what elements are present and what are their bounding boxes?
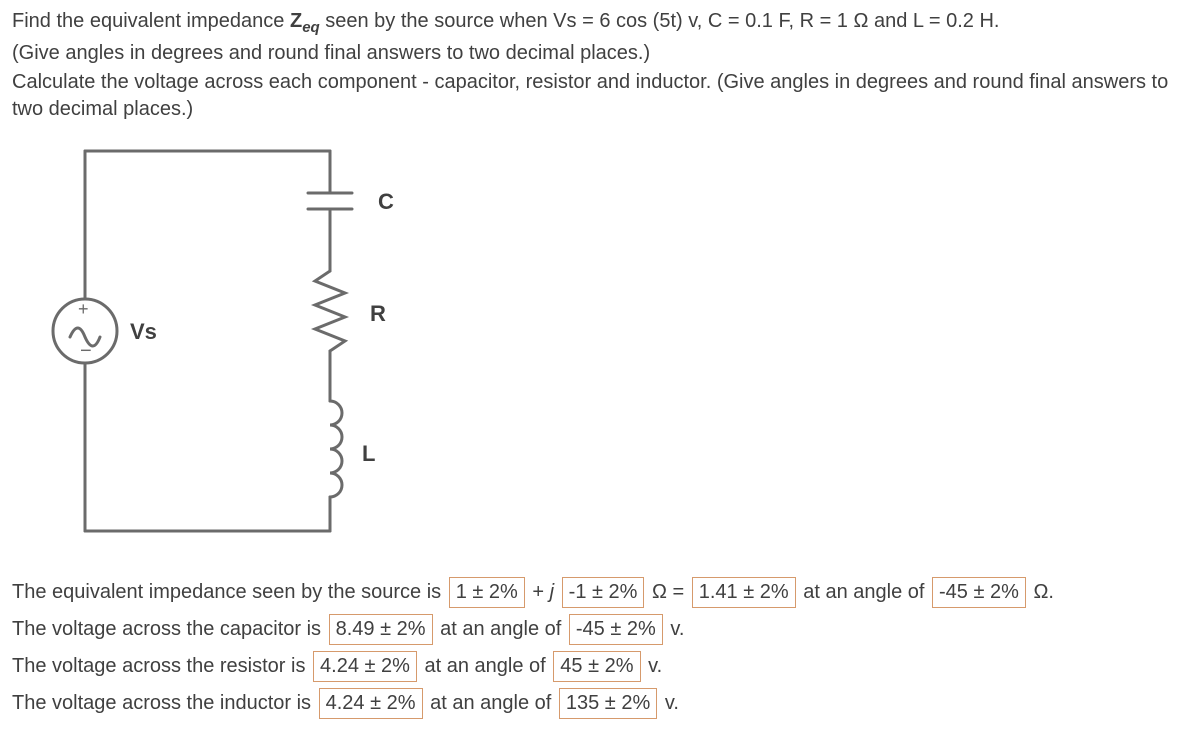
label-r: R [370, 301, 386, 326]
text: + [532, 581, 549, 603]
vr-angle-input[interactable]: 45 ± 2% [553, 651, 640, 682]
eq-subscript: eq [302, 19, 320, 36]
circuit-diagram: + − Vs C R L [30, 131, 1188, 559]
vl-mag-input[interactable]: 4.24 ± 2% [319, 688, 423, 719]
j-symbol: j [550, 581, 560, 603]
zeq-imag-input[interactable]: -1 ± 2% [562, 577, 645, 608]
answers-block: The equivalent impedance seen by the sou… [12, 577, 1188, 719]
text: The voltage across the inductor is [12, 692, 317, 714]
answer-vr: The voltage across the resistor is 4.24 … [12, 651, 1188, 682]
text: v. [648, 655, 662, 677]
problem-line-1: Find the equivalent impedance Zeq seen b… [12, 8, 1188, 38]
text: Ω. [1033, 581, 1054, 603]
text: v. [665, 692, 679, 714]
text: v. [670, 618, 684, 640]
zeq-angle-input[interactable]: -45 ± 2% [932, 577, 1026, 608]
answer-vc: The voltage across the capacitor is 8.49… [12, 614, 1188, 645]
text: The voltage across the capacitor is [12, 618, 327, 640]
problem-line-3: Calculate the voltage across each compon… [12, 69, 1188, 123]
text: Ω = [652, 581, 690, 603]
z-symbol: Z [290, 10, 302, 32]
text: at an angle of [430, 692, 557, 714]
text: at an angle of [425, 655, 552, 677]
text: seen by the source when Vs = 6 cos (5t) … [320, 10, 1000, 32]
text: at an angle of [440, 618, 567, 640]
answer-zeq: The equivalent impedance seen by the sou… [12, 577, 1188, 608]
text: The voltage across the resistor is [12, 655, 311, 677]
vr-mag-input[interactable]: 4.24 ± 2% [313, 651, 417, 682]
text: Find the equivalent impedance [12, 10, 290, 32]
zeq-real-input[interactable]: 1 ± 2% [449, 577, 525, 608]
zeq-mag-input[interactable]: 1.41 ± 2% [692, 577, 796, 608]
problem-line-2: (Give angles in degrees and round final … [12, 40, 1188, 67]
label-l: L [362, 441, 375, 466]
vc-mag-input[interactable]: 8.49 ± 2% [329, 614, 433, 645]
plus-sign: + [78, 299, 89, 319]
minus-sign: − [80, 340, 92, 362]
vc-angle-input[interactable]: -45 ± 2% [569, 614, 663, 645]
text: at an angle of [803, 581, 930, 603]
label-c: C [378, 189, 394, 214]
text: The equivalent impedance seen by the sou… [12, 581, 447, 603]
answer-vl: The voltage across the inductor is 4.24 … [12, 688, 1188, 719]
label-vs: Vs [130, 319, 157, 344]
vl-angle-input[interactable]: 135 ± 2% [559, 688, 657, 719]
